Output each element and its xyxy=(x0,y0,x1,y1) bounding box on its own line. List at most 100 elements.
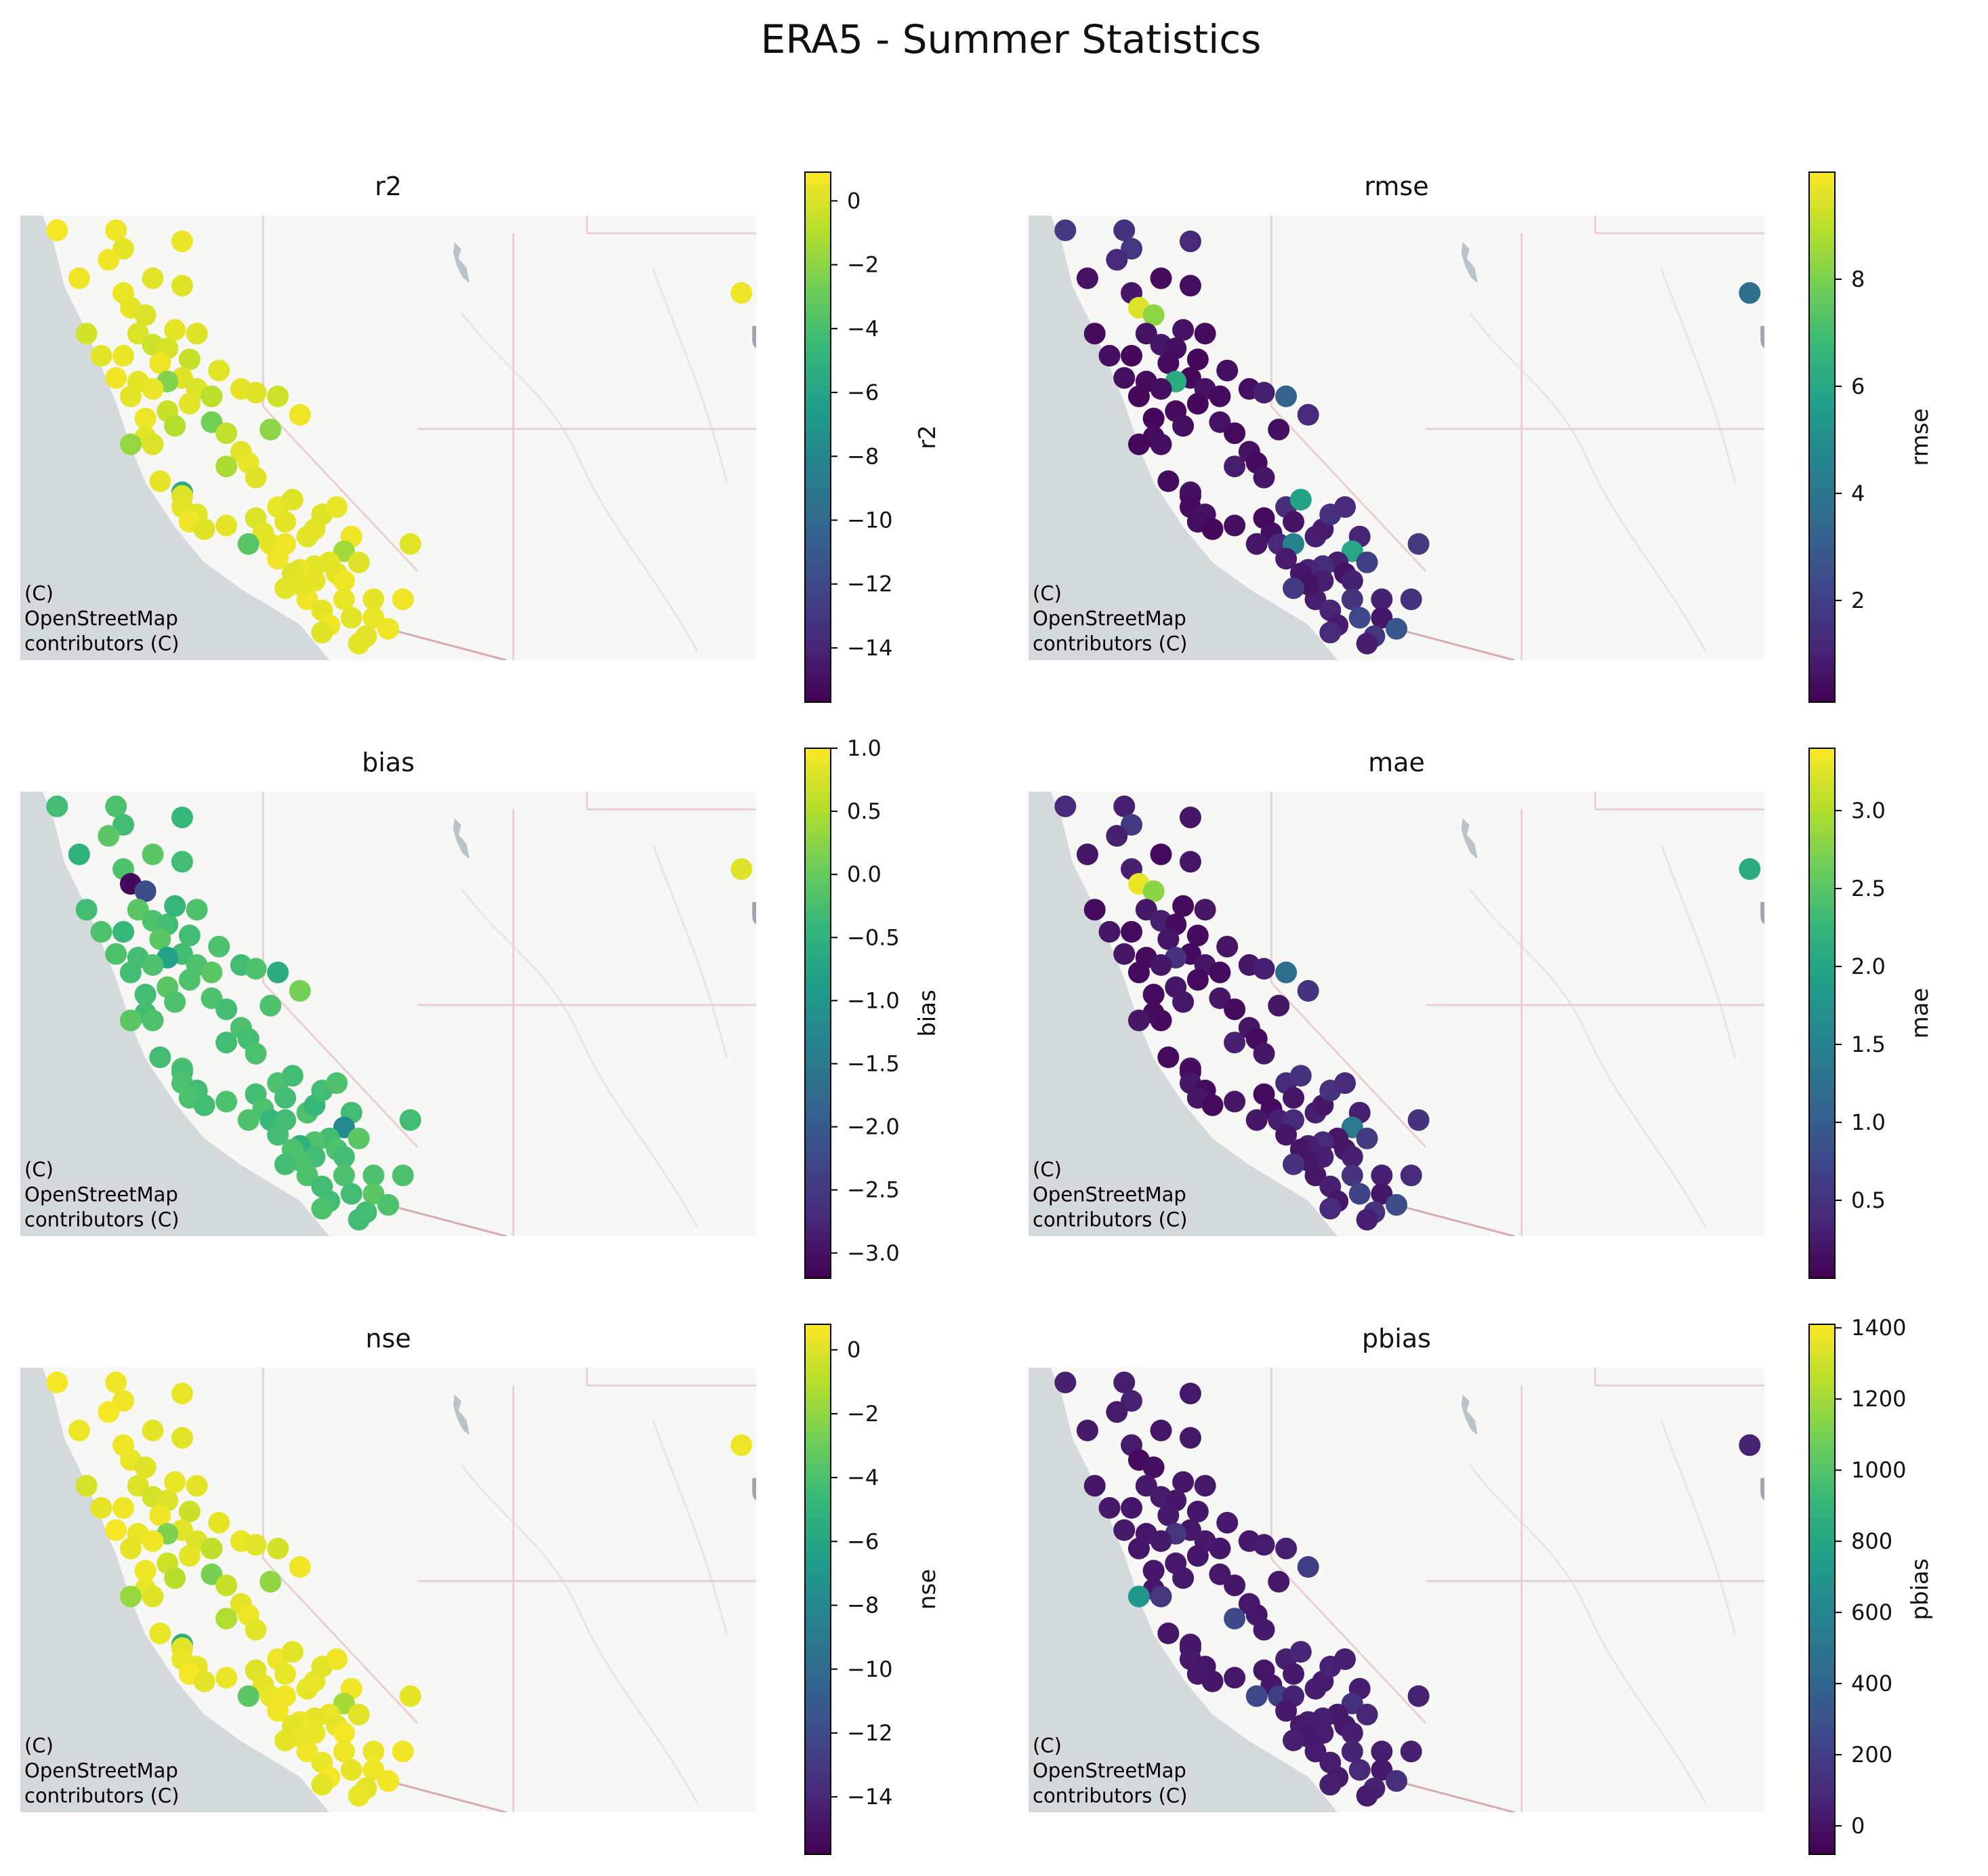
station-point[interactable] xyxy=(142,1009,164,1032)
station-point[interactable] xyxy=(1172,319,1195,341)
station-point[interactable] xyxy=(119,1537,142,1559)
station-point[interactable] xyxy=(1150,378,1172,400)
station-point[interactable] xyxy=(281,1065,304,1087)
station-point[interactable] xyxy=(274,1729,296,1751)
station-point[interactable] xyxy=(1076,1419,1098,1442)
station-point[interactable] xyxy=(1341,1146,1363,1168)
station-point[interactable] xyxy=(1098,1496,1121,1519)
station-point[interactable] xyxy=(1407,1685,1430,1707)
station-point[interactable] xyxy=(237,533,260,555)
station-point[interactable] xyxy=(75,1475,98,1497)
station-point[interactable] xyxy=(1341,1692,1363,1715)
station-point[interactable] xyxy=(142,267,164,289)
station-point[interactable] xyxy=(1135,323,1157,345)
station-point[interactable] xyxy=(363,1740,385,1763)
station-point[interactable] xyxy=(1245,533,1268,555)
station-point[interactable] xyxy=(1127,1585,1150,1608)
station-point[interactable] xyxy=(98,249,120,271)
station-point[interactable] xyxy=(289,404,311,426)
station-point[interactable] xyxy=(363,607,385,629)
station-point[interactable] xyxy=(1121,1390,1142,1412)
station-point[interactable] xyxy=(1194,899,1216,921)
station-point[interactable] xyxy=(1142,1456,1165,1478)
station-point[interactable] xyxy=(1179,851,1201,873)
station-point[interactable] xyxy=(201,385,223,407)
station-point[interactable] xyxy=(186,899,208,921)
station-point[interactable] xyxy=(311,621,333,644)
station-point[interactable] xyxy=(201,1563,223,1585)
station-point[interactable] xyxy=(1157,1046,1180,1068)
station-point[interactable] xyxy=(1083,1475,1106,1497)
station-point[interactable] xyxy=(171,274,193,297)
station-point[interactable] xyxy=(1054,1371,1077,1393)
station-point[interactable] xyxy=(142,954,164,976)
station-point[interactable] xyxy=(1106,249,1128,271)
station-point[interactable] xyxy=(215,1667,238,1689)
station-point[interactable] xyxy=(1283,1086,1304,1109)
station-point[interactable] xyxy=(730,282,753,304)
station-point[interactable] xyxy=(1179,1383,1201,1405)
station-point[interactable] xyxy=(392,1740,414,1763)
station-point[interactable] xyxy=(149,1046,171,1068)
station-point[interactable] xyxy=(1400,1164,1422,1187)
station-point[interactable] xyxy=(1297,404,1319,426)
station-point[interactable] xyxy=(201,987,223,1009)
station-point[interactable] xyxy=(1179,230,1201,253)
station-point[interactable] xyxy=(1142,1559,1165,1582)
station-point[interactable] xyxy=(1121,814,1142,836)
station-point[interactable] xyxy=(1113,1519,1136,1541)
station-point[interactable] xyxy=(377,1194,399,1216)
station-point[interactable] xyxy=(201,411,223,433)
station-point[interactable] xyxy=(1186,348,1209,371)
station-point[interactable] xyxy=(348,1785,370,1807)
station-point[interactable] xyxy=(149,1623,171,1644)
station-point[interactable] xyxy=(215,1090,238,1113)
station-point[interactable] xyxy=(1400,588,1422,611)
station-point[interactable] xyxy=(1076,267,1098,289)
station-point[interactable] xyxy=(208,359,230,382)
station-point[interactable] xyxy=(98,825,120,847)
station-point[interactable] xyxy=(105,1519,127,1541)
station-point[interactable] xyxy=(399,1109,421,1131)
station-point[interactable] xyxy=(1268,994,1290,1017)
station-point[interactable] xyxy=(46,795,68,817)
station-point[interactable] xyxy=(1275,1700,1298,1722)
station-point[interactable] xyxy=(730,1434,753,1456)
station-point[interactable] xyxy=(1150,1585,1172,1608)
station-point[interactable] xyxy=(1076,843,1098,865)
station-point[interactable] xyxy=(90,1496,112,1519)
station-point[interactable] xyxy=(260,1570,282,1593)
station-point[interactable] xyxy=(201,1537,223,1559)
station-point[interactable] xyxy=(1179,274,1201,297)
station-point[interactable] xyxy=(178,1501,201,1523)
station-point[interactable] xyxy=(1224,455,1246,478)
station-point[interactable] xyxy=(1283,510,1304,533)
station-point[interactable] xyxy=(1201,1094,1224,1116)
station-point[interactable] xyxy=(1283,1153,1304,1175)
station-point[interactable] xyxy=(267,385,289,407)
station-point[interactable] xyxy=(1179,1427,1201,1449)
station-point[interactable] xyxy=(1275,961,1298,983)
station-point[interactable] xyxy=(1275,1537,1298,1559)
station-point[interactable] xyxy=(274,1086,296,1109)
station-point[interactable] xyxy=(1341,1740,1363,1763)
station-point[interactable] xyxy=(119,433,142,455)
station-point[interactable] xyxy=(333,540,355,563)
station-point[interactable] xyxy=(1150,954,1172,976)
station-point[interactable] xyxy=(1150,843,1172,865)
station-point[interactable] xyxy=(68,843,90,865)
station-point[interactable] xyxy=(215,1608,238,1630)
station-point[interactable] xyxy=(112,920,134,943)
station-point[interactable] xyxy=(1356,1208,1378,1231)
station-point[interactable] xyxy=(377,617,399,640)
station-point[interactable] xyxy=(112,238,134,260)
station-point[interactable] xyxy=(1224,422,1246,445)
station-point[interactable] xyxy=(1224,1090,1246,1113)
station-point[interactable] xyxy=(134,880,157,902)
station-point[interactable] xyxy=(1135,899,1157,921)
station-point[interactable] xyxy=(274,577,296,599)
station-point[interactable] xyxy=(1113,943,1136,965)
station-point[interactable] xyxy=(178,924,201,947)
station-point[interactable] xyxy=(1245,1109,1268,1131)
station-point[interactable] xyxy=(186,1475,208,1497)
